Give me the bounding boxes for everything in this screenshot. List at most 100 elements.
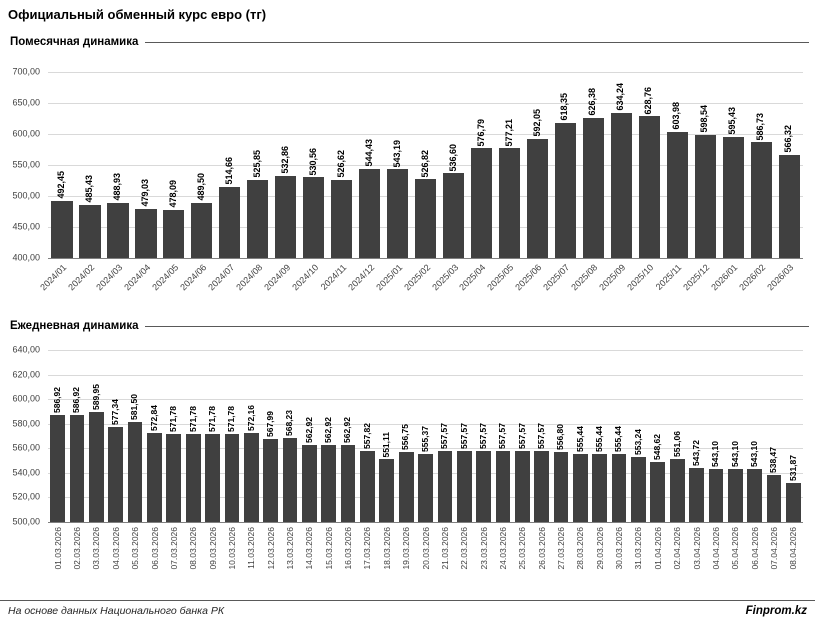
x-axis-tick-label: 2024/11 (318, 262, 348, 292)
bar (331, 179, 353, 258)
bar-value-label: 576,79 (475, 118, 486, 147)
bar-value-label: 586,92 (52, 387, 62, 414)
bar (610, 112, 632, 258)
bar (185, 433, 201, 522)
x-axis-tick-label: 19.03.2026 (400, 527, 411, 570)
bar-value-label: 586,73 (755, 112, 766, 141)
bar-column: 567,99 (261, 350, 280, 522)
x-axis-tick-label: 2025/08 (569, 262, 600, 293)
x-axis-tick-label: 28.03.2026 (575, 527, 586, 570)
daily-plot-area: 586,92 586,92 589,95 577,34 581,50 572,84 571,… (48, 350, 803, 523)
bar-value-label: 479,03 (139, 179, 150, 207)
bar (495, 451, 511, 522)
bar-value-label: 555,44 (594, 425, 605, 452)
x-axis-tick-label: 2024/02 (66, 262, 97, 293)
bar-value-label: 555,44 (613, 425, 624, 452)
bar-column: 562,92 (319, 350, 338, 522)
x-axis-tick-label: 2025/01 (373, 262, 404, 293)
x-axis-tick-label: 2024/09 (261, 262, 293, 293)
bar (166, 433, 182, 522)
bar-value-label: 581,50 (129, 393, 140, 420)
bar-column: 595,43 (719, 72, 747, 258)
x-axis-tick-label: 16.03.2026 (342, 527, 353, 570)
bar (456, 451, 472, 522)
y-axis-tick-label: 400,00 (12, 252, 40, 263)
x-axis-tick-label: 2025/09 (597, 262, 628, 293)
bar-value-label: 485,43 (84, 175, 94, 203)
bar-column: 514,66 (216, 72, 244, 258)
x-axis-tick-label: 2025/10 (625, 262, 656, 293)
x-axis-tick-label: 09.03.2026 (207, 527, 218, 570)
bar (360, 451, 375, 522)
monthly-section-title: Помесячная динамика (10, 36, 139, 48)
monthly-bar-chart: 700,00 650,00 600,00 550,00 500,00 450,00 400,… (8, 64, 807, 314)
daily-bars: 586,92 586,92 589,95 577,34 581,50 572,84 571,… (48, 350, 803, 522)
bar-value-label: 543,19 (391, 139, 402, 168)
bar-column: 543,10 (726, 350, 745, 522)
bar-column: 577,34 (106, 350, 125, 522)
bar-column: 557,57 (513, 350, 532, 522)
bar (359, 168, 381, 258)
x-axis-tick-label: 2024/10 (289, 262, 320, 293)
gridline (48, 350, 803, 351)
bar-column: 571,78 (203, 350, 222, 522)
bar (191, 202, 213, 258)
x-axis-tick-label: 03.04.2026 (691, 527, 702, 570)
x-axis-tick-label: 2025/11 (653, 262, 684, 292)
bar-value-label: 571,78 (187, 405, 198, 432)
bar-column: 589,95 (87, 350, 106, 522)
x-axis-tick-label: 07.04.2026 (768, 527, 779, 570)
bar (650, 462, 666, 522)
bar-column: 562,92 (300, 350, 319, 522)
bar-column: 571,78 (222, 350, 241, 522)
bar-value-label: 589,95 (90, 383, 101, 410)
bar (631, 456, 646, 522)
x-axis-tick-label: 26.03.2026 (536, 527, 547, 570)
bar (534, 451, 550, 522)
bar-column: 634,24 (607, 72, 635, 258)
bar (498, 148, 521, 258)
x-axis-tick-label: 02.04.2026 (671, 527, 682, 570)
gridline (48, 375, 803, 376)
x-axis-tick-label: 12.03.2026 (265, 527, 276, 570)
x-axis-tick-label: 13.03.2026 (284, 527, 295, 570)
bar-column: 551,06 (668, 350, 687, 522)
x-axis-tick-label: 2024/07 (206, 262, 237, 293)
bar (219, 186, 241, 258)
bar (727, 469, 743, 522)
x-axis-tick-label: 29.03.2026 (594, 527, 605, 570)
bar-column: 553,24 (629, 350, 648, 522)
x-axis-tick-label: 2025/06 (513, 262, 544, 293)
x-axis-tick-label: 08.04.2026 (788, 527, 799, 570)
bar (69, 415, 85, 522)
x-axis-tick-label: 06.04.2026 (749, 527, 760, 570)
bar-value-label: 567,99 (264, 410, 275, 437)
bar (379, 459, 395, 522)
bar-column: 598,54 (691, 72, 719, 258)
bar-value-label: 577,21 (503, 118, 514, 147)
monthly-plot-area: 492,45 485,43 488,93 479,03 478,09 489,50 514,… (48, 72, 803, 259)
bar (79, 205, 101, 258)
daily-section-title: Ежедневная динамика (10, 320, 139, 332)
bar (163, 209, 185, 258)
bar-value-label: 572,84 (148, 404, 159, 431)
y-axis-tick-label: 540,00 (12, 467, 40, 478)
bar (50, 415, 66, 522)
bar-column: 543,10 (745, 350, 764, 522)
x-axis-tick-label: 20.03.2026 (420, 527, 431, 570)
monthly-x-axis: 2024/01 2024/02 2024/03 2024/04 2024/05 2024/… (38, 260, 803, 314)
bar-value-label: 571,78 (206, 405, 217, 432)
bar-value-label: 557,57 (439, 423, 450, 450)
bar-value-label: 557,57 (477, 423, 488, 450)
bar-value-label: 514,66 (223, 157, 234, 185)
x-axis-tick-label: 01.04.2026 (652, 527, 663, 570)
gridline (48, 424, 803, 425)
bar (275, 175, 297, 258)
bar-column: 572,84 (145, 350, 164, 522)
bar-column: 544,43 (356, 72, 384, 258)
bar-column: 526,62 (328, 72, 356, 258)
bar-value-label: 556,75 (400, 424, 411, 451)
bar-value-label: 548,62 (652, 434, 663, 461)
x-axis-tick-label: 18.03.2026 (381, 527, 392, 570)
bar (689, 468, 704, 522)
